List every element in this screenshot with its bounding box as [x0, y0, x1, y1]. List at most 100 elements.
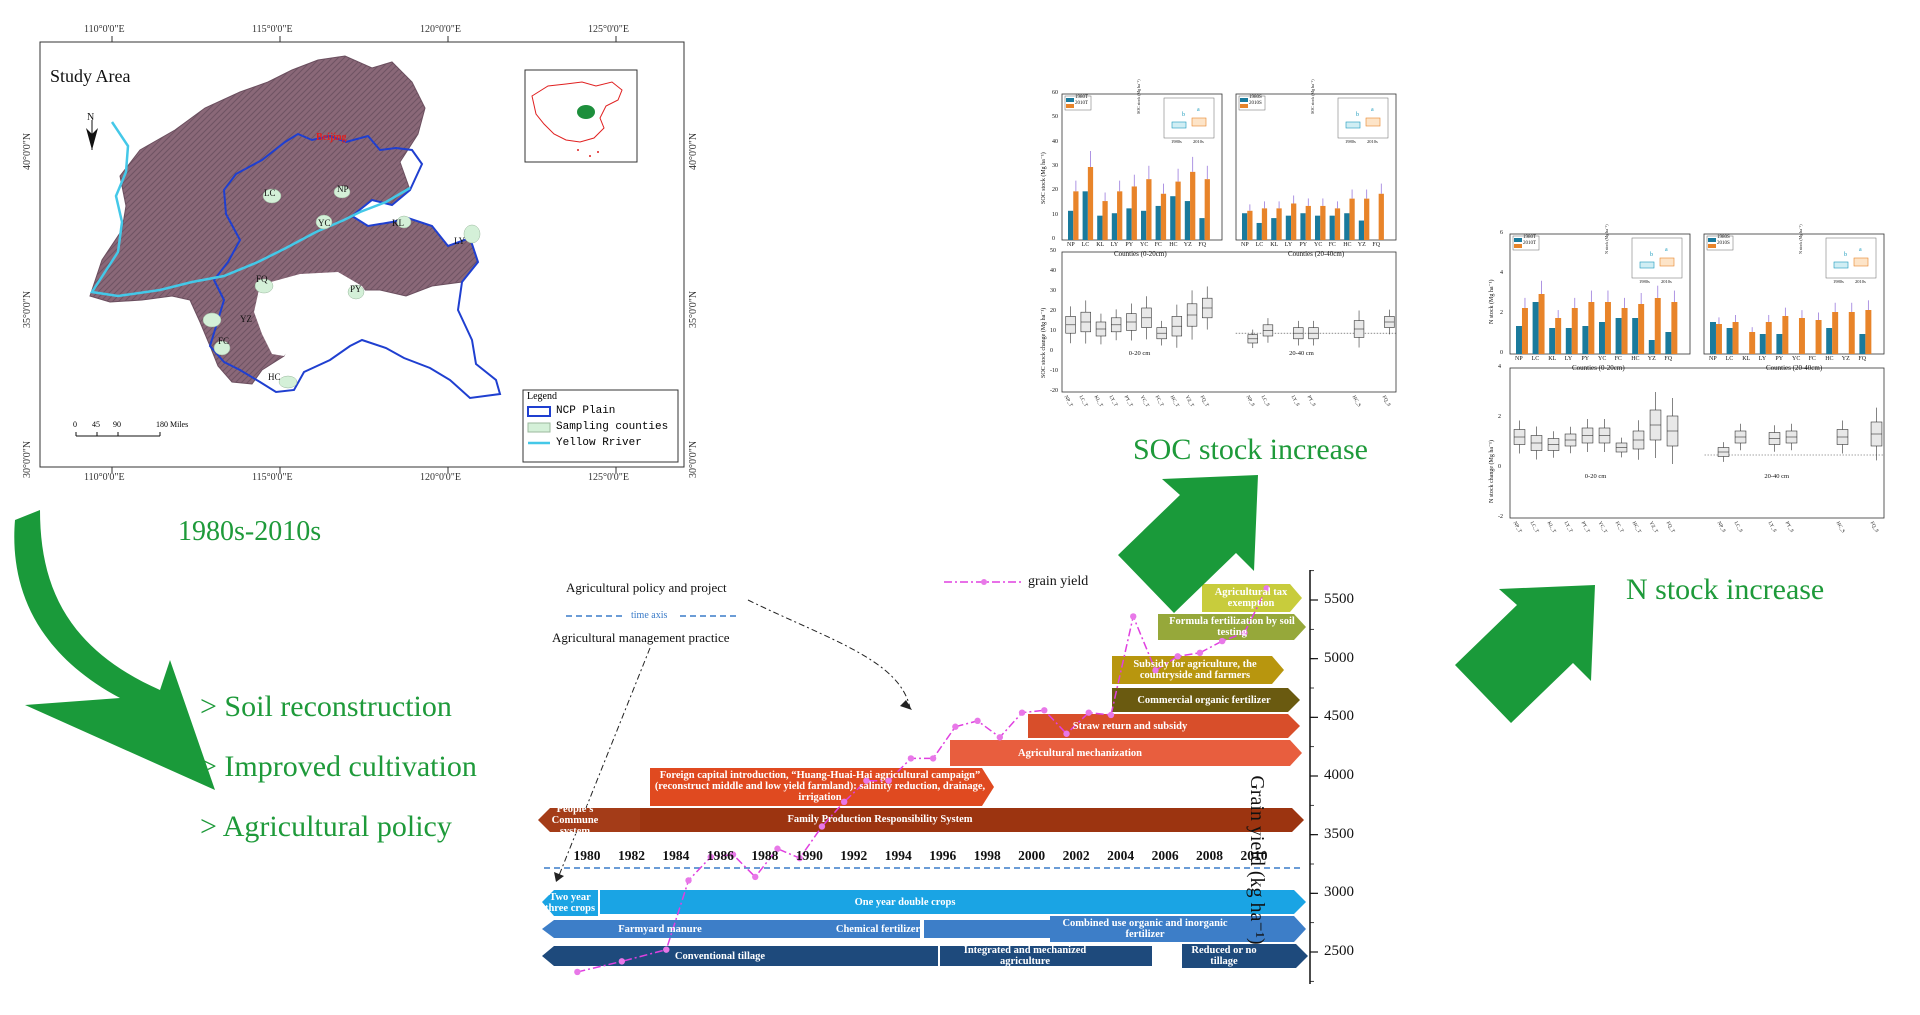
- n-b-inset-b: b: [1844, 252, 1847, 258]
- n-a-xtick-PY: PY: [1581, 356, 1590, 362]
- county-label-fc: FC: [218, 336, 230, 346]
- grain-yield-line: [577, 587, 1268, 973]
- soc-ylabel: SOC stock (Mg ha⁻¹): [1041, 151, 1047, 204]
- soc-a-bar-1980: [1111, 213, 1118, 240]
- policy-shape-formula: [1158, 614, 1306, 640]
- lon-tick-2b: 115°0'0"E: [252, 472, 293, 483]
- grain-yield-point: [1018, 709, 1026, 716]
- n-a-bar-1980: [1648, 340, 1655, 354]
- n-b-bar-2010: [1732, 322, 1739, 354]
- timeline-diagram: Agricultural policy and project time axi…: [530, 560, 1430, 1000]
- soc-b-inset-ylabel: SOC stock (Mg ha⁻¹): [1310, 79, 1315, 114]
- n-ytick-top-1: 4: [1500, 270, 1503, 276]
- lat-tick-1r: 40°0'0"N: [688, 132, 699, 170]
- n-b-bar-1980: [1726, 328, 1733, 354]
- grain-yield-point: [1085, 709, 1092, 716]
- soc-a-bar-1980: [1082, 191, 1088, 240]
- n-ytick-bot-1: 2: [1498, 414, 1501, 420]
- n-a-bar-1980: [1516, 326, 1522, 354]
- scale-bar: [75, 432, 161, 437]
- scale-0: 0: [73, 420, 77, 429]
- soc-b-bar-2010: [1378, 193, 1384, 240]
- n-b-xtick-KL: KL: [1742, 356, 1751, 362]
- soc-b-bar-2010: [1364, 198, 1370, 240]
- n-b-inset-a: a: [1859, 247, 1862, 253]
- soc-ytick-bot-7: -20: [1050, 388, 1058, 394]
- grain-yield-point: [974, 717, 981, 725]
- grain-yield-point: [885, 777, 892, 784]
- county-label-hc: HC: [268, 372, 281, 382]
- soc-b-inset-a: a: [1371, 107, 1374, 113]
- bar-reduced-tillage: Reduced or no tillage: [1191, 945, 1257, 967]
- grain-yield-point: [707, 853, 714, 861]
- n-b-inset-x1: 1980s: [1833, 279, 1844, 284]
- grain-yield-point: [952, 723, 959, 730]
- lon-tick-1: 110°0'0"E: [84, 24, 125, 35]
- yellow-river: [89, 121, 411, 298]
- county-label-kl: KL: [392, 218, 404, 228]
- soc-b-bar-2010: [1291, 203, 1297, 240]
- soc-b-bar-1980: [1242, 213, 1248, 240]
- soc-ytick-bot-1: 40: [1050, 268, 1056, 274]
- grain-yield-point: [907, 755, 915, 762]
- legend-swatch-counties: [527, 422, 551, 433]
- n-a-bar-2010: [1571, 308, 1578, 354]
- policy-shape-organic: [1112, 688, 1300, 712]
- year-1994: 1994: [884, 848, 912, 863]
- soc-chart-canvas: [1061, 93, 1397, 393]
- grain-yield-point: [1241, 629, 1248, 637]
- bar-conventional-tillage: Conventional tillage: [674, 950, 766, 962]
- bar-chemical-fertilizer: Chemical fertilizer: [835, 923, 921, 935]
- soc-a-xtick-YC: YC: [1140, 242, 1149, 248]
- n-ytick-top-3: 0: [1500, 350, 1503, 356]
- soc-b-xtick-FQ: FQ: [1372, 242, 1381, 248]
- soc-a-xtick-KL: KL: [1096, 242, 1105, 248]
- practice-shape-integrated: [940, 946, 1152, 966]
- legend-item-counties: Sampling counties: [556, 421, 669, 433]
- n-b-bar-2010: [1749, 332, 1756, 354]
- lon-tick-2: 115°0'0"E: [252, 24, 293, 35]
- soc-a-bar-1980: [1199, 218, 1205, 240]
- n-a-inset-x2: 2010s: [1661, 279, 1672, 284]
- n-a-bar-2010: [1638, 304, 1645, 354]
- soc-a-bar-2010: [1131, 186, 1137, 240]
- soc-b-xtick-YC: YC: [1314, 242, 1323, 248]
- period-label: 1980s-2010s: [178, 516, 322, 547]
- soc-a-xtick-YZ: YZ: [1183, 242, 1192, 248]
- n-a-xtick-YC: YC: [1598, 356, 1607, 362]
- up-arrow-soc-icon: [1118, 475, 1258, 613]
- soc-b-legend-1980: 1980S: [1249, 95, 1262, 100]
- n-b-xtick-LY: LY: [1758, 356, 1767, 362]
- soc-box-label-a: 0-20 cm: [1128, 350, 1151, 357]
- soc-b-bar-1980: [1315, 215, 1321, 240]
- bar-mechanization: Agricultural mechanization: [1018, 747, 1142, 759]
- n-b-bar-2010: [1832, 312, 1839, 354]
- n-a-bar-2010: [1654, 298, 1661, 354]
- soc-b-bar-2010: [1261, 208, 1268, 240]
- soc-ytick-bot-2: 30: [1050, 288, 1056, 294]
- soc-b-xtick-HC: HC: [1343, 242, 1352, 248]
- n-b-bar-1980: [1826, 328, 1833, 354]
- soc-a-xtick-LC: LC: [1081, 242, 1090, 248]
- n-b-bar-2010: [1765, 322, 1772, 354]
- county-label-lc: LC: [264, 188, 276, 198]
- year-1990: 1990: [795, 848, 823, 863]
- legend-policy: Agricultural policy and project: [566, 580, 727, 595]
- n-a-bar-1980: [1632, 318, 1639, 354]
- soc-a-bar-2010: [1117, 191, 1123, 240]
- grain-yield-point: [1130, 613, 1137, 620]
- soc-a-inset-x2: 2010s: [1193, 139, 1204, 144]
- n-b-xtick-YC: YC: [1792, 356, 1801, 362]
- grain-yield-point: [663, 946, 670, 953]
- soc-a-inset-ylabel: SOC stock (Mg ha⁻¹): [1136, 79, 1141, 114]
- soc-a-inset-x1: 1980s: [1171, 139, 1182, 144]
- n-ylabel: N stock (Mg ha⁻¹): [1489, 279, 1495, 324]
- grain-yield-point: [1263, 585, 1270, 592]
- soc-panel: NP LC KL LY PY YC FC HC YZ FQ 1980T 2010T Counties (…: [1040, 79, 1400, 422]
- county-label-yz: YZ: [240, 314, 252, 324]
- legend-practice: Agricultural management practice: [552, 630, 730, 645]
- n-b-bar-1980: [1759, 334, 1766, 354]
- n-a-bar-2010: [1538, 294, 1545, 354]
- n-b-xtick-HC: HC: [1825, 356, 1834, 362]
- soc-b-bar-1980: [1329, 215, 1335, 240]
